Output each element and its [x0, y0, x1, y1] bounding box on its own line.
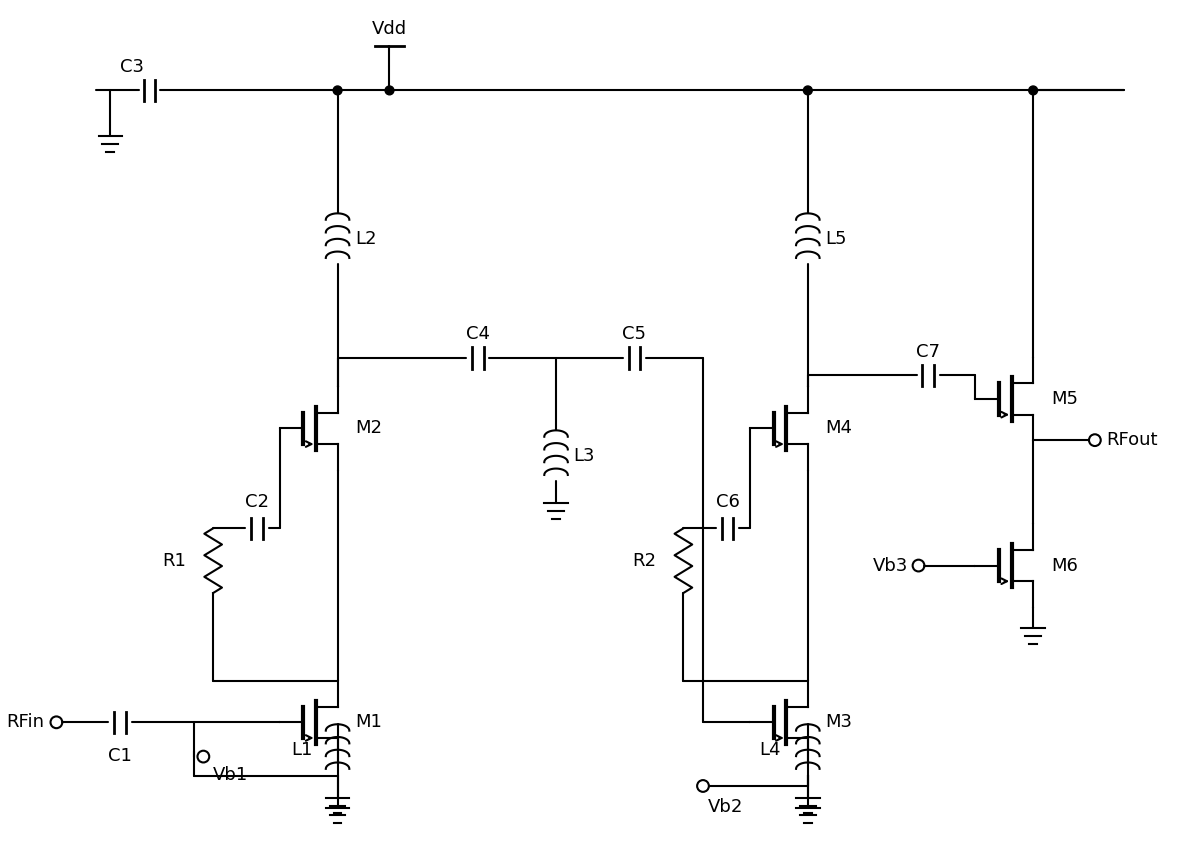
Circle shape [1028, 86, 1038, 95]
Text: M2: M2 [356, 419, 382, 437]
Text: Vb1: Vb1 [213, 767, 249, 784]
Text: R2: R2 [632, 551, 656, 570]
Text: L5: L5 [826, 230, 847, 248]
Text: L2: L2 [356, 230, 377, 248]
Text: M5: M5 [1051, 390, 1077, 408]
Text: Vdd: Vdd [372, 20, 407, 38]
Text: C6: C6 [716, 493, 740, 511]
Text: C3: C3 [120, 58, 144, 75]
Text: C7: C7 [917, 343, 941, 361]
Circle shape [333, 86, 342, 95]
Text: M3: M3 [826, 713, 852, 731]
Text: L3: L3 [573, 447, 595, 465]
Text: Vb3: Vb3 [874, 556, 909, 574]
Text: L4: L4 [759, 741, 780, 759]
Text: C2: C2 [245, 493, 269, 511]
Text: C4: C4 [466, 325, 490, 343]
Circle shape [803, 86, 813, 95]
Text: RFout: RFout [1106, 431, 1159, 449]
Text: L1: L1 [292, 741, 314, 759]
Text: Vb2: Vb2 [707, 798, 743, 816]
Text: C5: C5 [622, 325, 646, 343]
Text: M6: M6 [1051, 556, 1077, 574]
Text: C1: C1 [108, 747, 132, 765]
Text: RFin: RFin [7, 713, 44, 731]
Text: M1: M1 [356, 713, 382, 731]
Text: M4: M4 [826, 419, 852, 437]
Circle shape [385, 86, 394, 95]
Text: R1: R1 [162, 551, 186, 570]
